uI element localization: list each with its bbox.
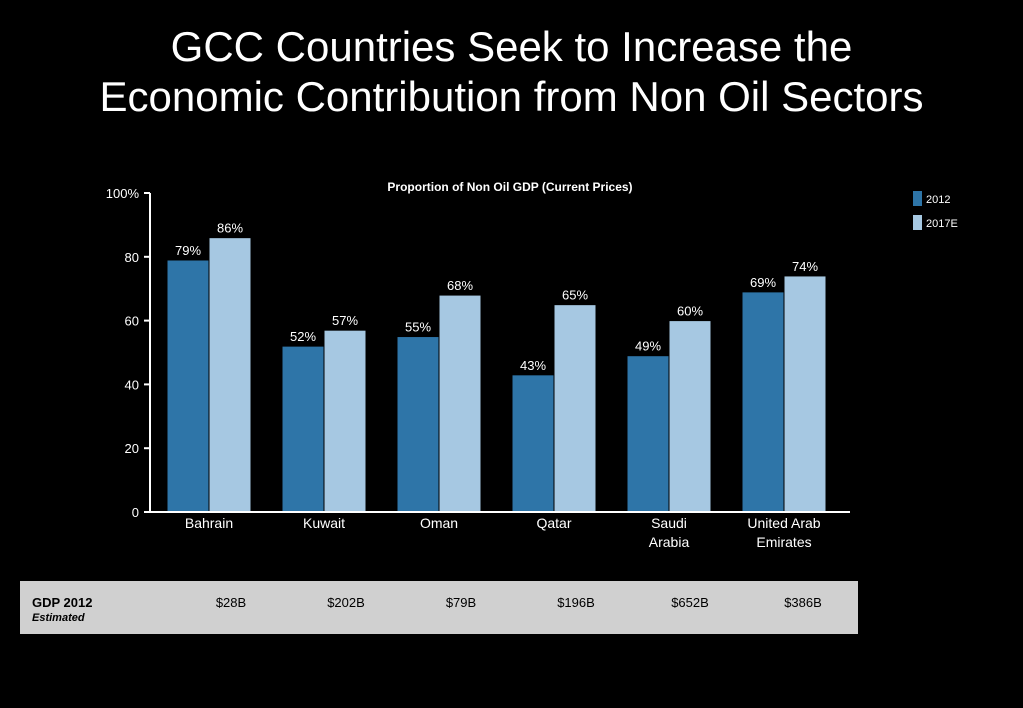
gdp-value-bahrain: $28B [215, 595, 247, 610]
gdp-value-saudi-arabia: $652B [671, 595, 709, 610]
data-label-bahrain-2012: 79% [175, 243, 201, 258]
y-tick-label-0: 0 [132, 505, 139, 520]
x-tick-label-saudi-arabia-line-2: Arabia [649, 534, 690, 550]
data-label-kuwait-2017e: 57% [332, 313, 358, 328]
gdp-value-qatar: $196B [557, 595, 595, 610]
x-tick-label-united-arab-emirates-line-1: United Arab [747, 515, 820, 531]
gdp-table-label: GDP 2012 [32, 595, 93, 610]
y-tick-label-2: 40 [125, 377, 139, 392]
x-tick-label-kuwait: Kuwait [303, 515, 345, 531]
data-label-united-arab-emirates-2012: 69% [750, 275, 776, 290]
bar-oman-2012 [396, 336, 440, 513]
slide-title-line-2: Economic Contribution from Non Oil Secto… [99, 73, 924, 120]
gdp-value-oman: $79B [445, 595, 477, 610]
x-tick-label-bahrain: Bahrain [185, 515, 233, 531]
bar-kuwait-2012 [281, 345, 325, 513]
bar-qatar-2012 [511, 374, 555, 513]
y-tick-label-4: 80 [125, 250, 139, 265]
bar-united-arab-emirates-2017e [783, 275, 827, 513]
legend-label-2017e: 2017E [926, 218, 958, 230]
data-label-saudi-arabia-2017e: 60% [677, 304, 703, 319]
legend-swatch-2012 [913, 191, 922, 206]
y-tick-label-3: 60 [125, 314, 139, 329]
chart-title: Proportion of Non Oil GDP (Current Price… [387, 180, 632, 194]
y-tick-label-1: 20 [125, 441, 139, 456]
slide-title-line-1: GCC Countries Seek to Increase the [170, 23, 853, 70]
x-tick-label-saudi-arabia-line-1: Saudi [651, 515, 687, 531]
slide-title: GCC Countries Seek to Increase the Econo… [0, 22, 1023, 122]
bar-qatar-2017e [553, 304, 597, 513]
data-label-qatar-2012: 43% [520, 358, 546, 373]
data-label-oman-2017e: 68% [447, 278, 473, 293]
data-label-kuwait-2012: 52% [290, 329, 316, 344]
legend-swatch-2017e [913, 215, 922, 230]
bar-saudi-arabia-2017e [668, 320, 712, 513]
bar-bahrain-2012 [166, 259, 210, 513]
x-tick-label-qatar: Qatar [536, 515, 571, 531]
gdp-value-uae: $386B [784, 595, 822, 610]
gdp-value-kuwait: $202B [327, 595, 365, 610]
legend-label-2012: 2012 [926, 194, 950, 206]
bar-kuwait-2017e [323, 329, 367, 513]
bar-saudi-arabia-2012 [626, 355, 670, 513]
gdp-table-sublabel: Estimated [32, 612, 85, 624]
x-tick-label-united-arab-emirates-line-2: Emirates [756, 534, 811, 550]
data-label-oman-2012: 55% [405, 320, 431, 335]
bar-united-arab-emirates-2012 [741, 291, 785, 513]
data-label-saudi-arabia-2012: 49% [635, 339, 661, 354]
data-label-bahrain-2017e: 86% [217, 221, 243, 236]
data-label-united-arab-emirates-2017e: 74% [792, 259, 818, 274]
data-label-qatar-2017e: 65% [562, 288, 588, 303]
bar-bahrain-2017e [208, 237, 252, 513]
bar-oman-2017e [438, 294, 482, 513]
y-tick-label-5: 100% [106, 186, 140, 201]
x-tick-label-oman: Oman [420, 515, 458, 531]
gdp-table: GDP 2012 Estimated $28B $202B $79B $196B… [20, 581, 858, 634]
